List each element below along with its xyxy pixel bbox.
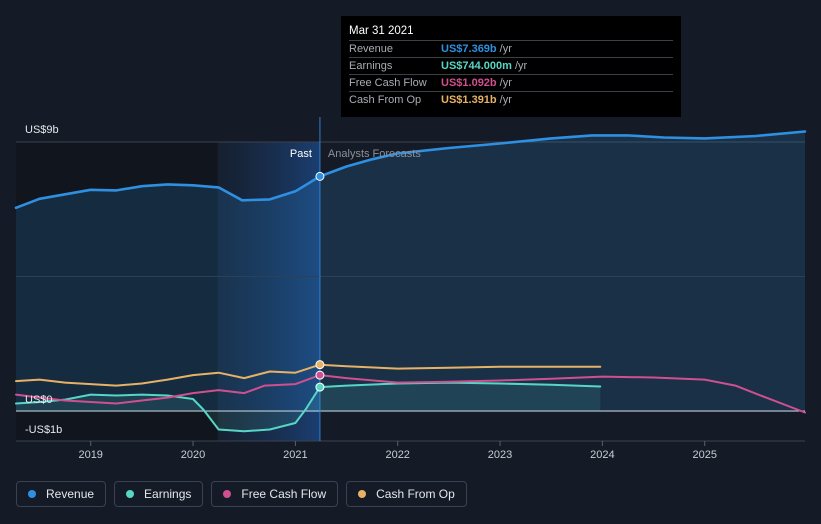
x-tick-label: 2020 [181, 449, 205, 461]
series-line-cfo [15, 363, 602, 387]
forecast-label: Analysts Forecasts [328, 148, 421, 160]
x-tick-label: 2021 [283, 449, 307, 461]
tooltip-unit: /yr [514, 60, 528, 72]
x-tick-label: 2023 [488, 449, 512, 461]
y-label-top: US$9b [25, 124, 59, 136]
past-region [16, 142, 218, 441]
tooltip-date: Mar 31 2021 [349, 25, 414, 37]
marker-cfo [315, 360, 325, 370]
tooltip-row-revenue: Revenue US$7.369b /yr [349, 40, 673, 57]
tooltip-row-free-cash-flow: Free Cash Flow US$1.092b /yr [349, 74, 673, 91]
tooltip-value: US$1.391b [441, 94, 497, 106]
tooltip-row-earnings: Earnings US$744.000m /yr [349, 57, 673, 74]
tooltip-value: US$744.000m [441, 60, 512, 72]
tooltip-row-cash-from-op: Cash From Op US$1.391b /yr [349, 91, 673, 108]
legend-dot-icon [358, 490, 367, 498]
tooltip-label: Earnings [349, 60, 393, 72]
marker-earnings [315, 382, 325, 392]
legend-item-cash-from-op[interactable]: Cash From Op [346, 481, 467, 507]
tooltip-unit: /yr [499, 77, 512, 89]
marker-fcf [315, 370, 325, 380]
legend-dot-icon [28, 490, 36, 498]
tooltip-label: Cash From Op [349, 94, 422, 106]
tooltip-unit: /yr [499, 43, 512, 55]
legend-dot-icon [223, 490, 232, 498]
legend-dot-icon [126, 490, 135, 498]
legend: Revenue Earnings Free Cash Flow Cash Fro… [16, 481, 467, 507]
legend-item-earnings[interactable]: Earnings [114, 481, 204, 507]
tooltip-value: US$1.092b [441, 77, 497, 89]
y-label-zero: US$0 [25, 394, 53, 406]
tooltip-value: US$7.369b [441, 43, 497, 55]
tooltip: Mar 31 2021 Revenue US$7.369b /yr Earnin… [341, 16, 681, 117]
legend-label: Cash From Op [376, 487, 455, 501]
tooltip-unit: /yr [499, 94, 512, 106]
legend-label: Earnings [144, 487, 192, 501]
x-tick-label: 2024 [590, 449, 614, 461]
past-label: Past [290, 148, 312, 160]
legend-item-revenue[interactable]: Revenue [16, 481, 107, 507]
y-label-bottom: -US$1b [25, 424, 62, 436]
tooltip-label: Free Cash Flow [349, 77, 427, 89]
x-tick-label: 2022 [385, 449, 409, 461]
tooltip-label: Revenue [349, 43, 394, 55]
x-tick-label: 2025 [692, 449, 716, 461]
legend-label: Revenue [46, 487, 95, 501]
series-line-fcf [15, 374, 806, 414]
legend-label: Free Cash Flow [241, 487, 327, 501]
marker-revenue [315, 171, 325, 181]
series-area-revenue [16, 131, 805, 411]
x-tick-label: 2019 [78, 449, 102, 461]
legend-item-free-cash-flow[interactable]: Free Cash Flow [211, 481, 339, 507]
